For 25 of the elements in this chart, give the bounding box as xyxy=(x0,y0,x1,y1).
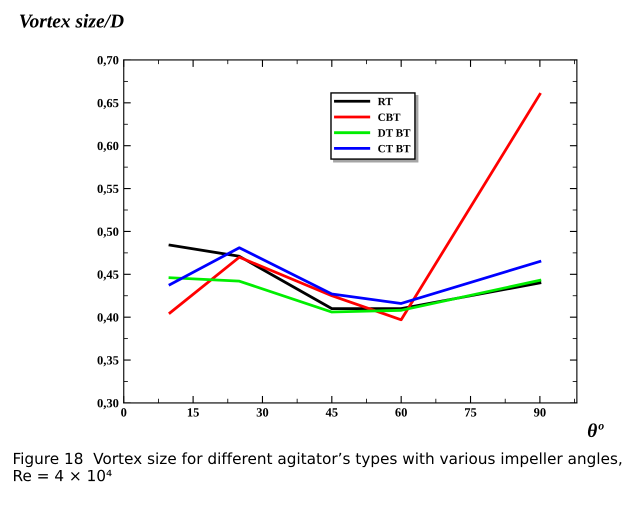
y-tick-label: 0,45 xyxy=(97,270,118,281)
y-tick-label: 0,50 xyxy=(97,227,118,238)
caption: Figure 18 Vortex size for different agitator’s types with various impeller angles, Re = 4 × 10⁴ xyxy=(14,452,622,482)
y-tick-label: 0,65 xyxy=(97,98,118,110)
y-tick-label: 0,40 xyxy=(97,313,118,324)
line-series xyxy=(168,92,542,322)
x-tick-label: 45 xyxy=(326,408,338,417)
x-axis-title: θº xyxy=(588,423,604,438)
legend-label: DT BT xyxy=(378,129,410,137)
legend-label: CT BT xyxy=(378,144,410,152)
y-tick-label: 0,55 xyxy=(97,184,118,195)
x-tick-label: 75 xyxy=(464,408,476,417)
line-series xyxy=(168,276,542,314)
legend-label: CBT xyxy=(378,114,400,121)
x-tick-label: 60 xyxy=(395,408,407,417)
x-tick-label: 0 xyxy=(121,408,126,417)
y-tick-label: 0,60 xyxy=(97,142,118,152)
legend-label: RT xyxy=(378,98,393,106)
x-tick-label: 15 xyxy=(188,408,199,417)
x-tick-label: 90 xyxy=(534,408,546,417)
y-tick-label: 0,70 xyxy=(97,56,118,66)
y-tick-label: 0,30 xyxy=(97,398,118,410)
y-tick-label: 0,35 xyxy=(97,356,118,366)
x-tick-label: 30 xyxy=(256,408,268,417)
y-axis-title: Vortex size/D xyxy=(20,14,124,28)
